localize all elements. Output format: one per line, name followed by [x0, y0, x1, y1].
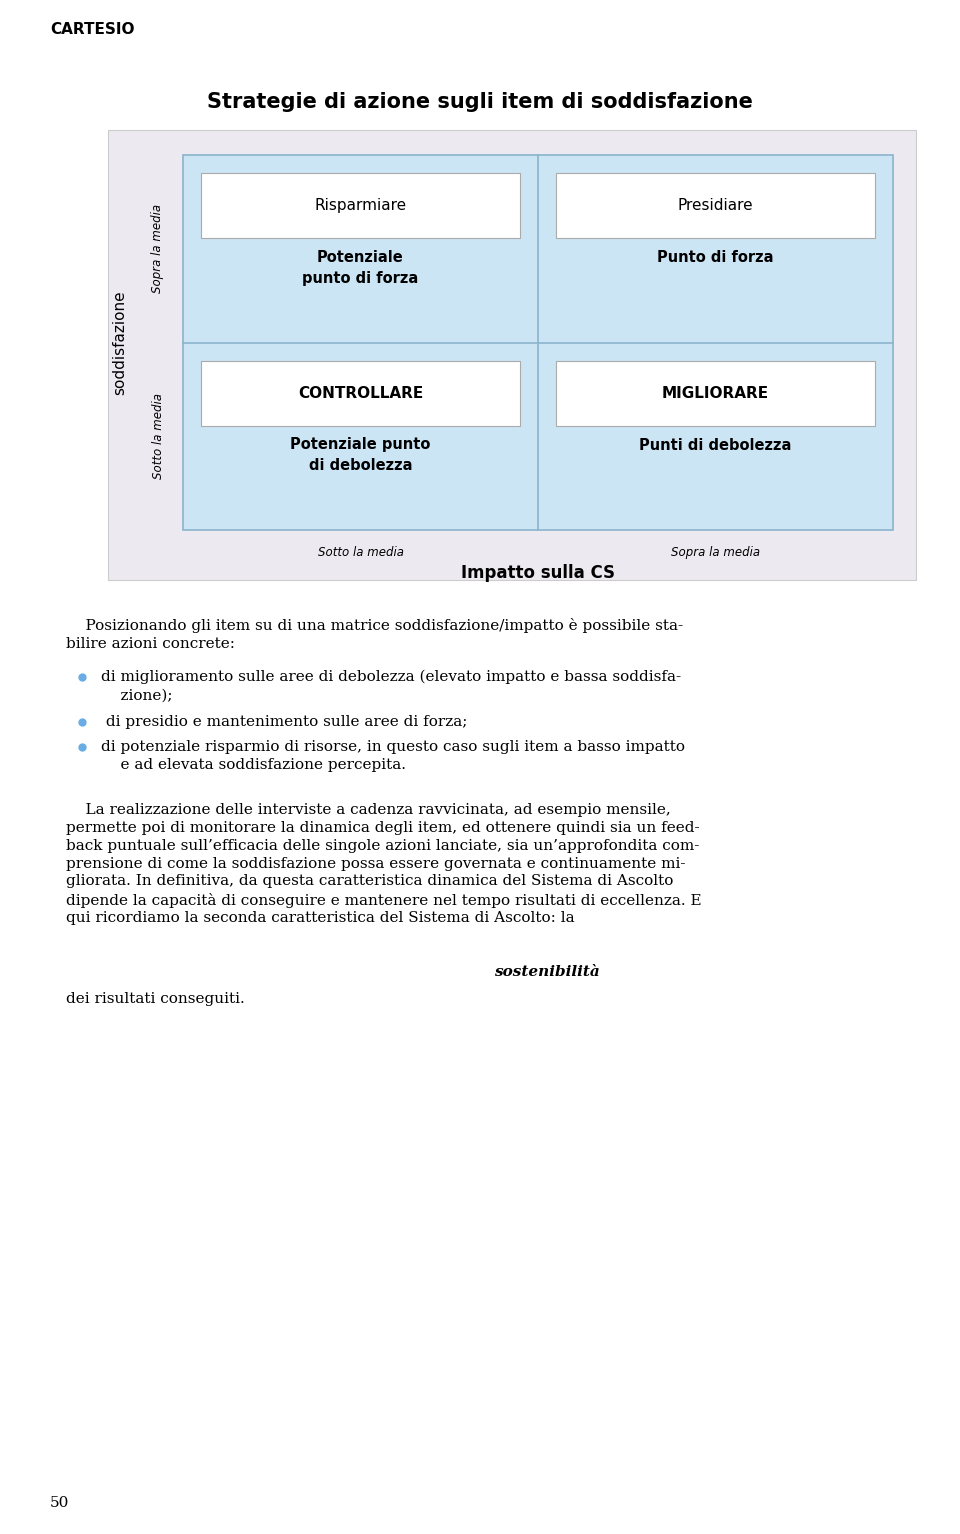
Bar	[556, 360, 875, 425]
Text: Strategie di azione sugli item di soddisfazione: Strategie di azione sugli item di soddis…	[207, 92, 753, 112]
Text: Punto di forza: Punto di forza	[658, 250, 774, 265]
Text: CARTESIO: CARTESIO	[50, 21, 134, 37]
Bar	[108, 130, 916, 580]
Text: MIGLIORARE: MIGLIORARE	[662, 385, 769, 400]
Bar	[556, 173, 875, 238]
Text: Potenziale punto
di debolezza: Potenziale punto di debolezza	[290, 437, 431, 474]
Text: Sotto la media: Sotto la media	[318, 546, 403, 558]
Text: Potenziale
punto di forza: Potenziale punto di forza	[302, 250, 419, 285]
Text: di presidio e mantenimento sulle aree di forza;: di presidio e mantenimento sulle aree di…	[101, 715, 468, 729]
Text: Risparmiare: Risparmiare	[315, 198, 407, 213]
Text: Punti di debolezza: Punti di debolezza	[639, 437, 792, 453]
Text: CONTROLLARE: CONTROLLARE	[298, 385, 423, 400]
Text: Presidiare: Presidiare	[678, 198, 754, 213]
Text: Sopra la media: Sopra la media	[152, 204, 164, 293]
Text: di miglioramento sulle aree di debolezza (elevato impatto e bassa soddisfa-
    : di miglioramento sulle aree di debolezza…	[101, 670, 682, 703]
Text: 50: 50	[50, 1496, 69, 1509]
Bar	[201, 173, 520, 238]
Text: sostenibilità: sostenibilità	[494, 965, 600, 979]
Bar	[183, 155, 893, 531]
Text: Sopra la media: Sopra la media	[671, 546, 760, 558]
Text: di potenziale risparmio di risorse, in questo caso sugli item a basso impatto
  : di potenziale risparmio di risorse, in q…	[101, 739, 685, 772]
Text: Impatto sulla CS: Impatto sulla CS	[461, 565, 615, 581]
Bar	[201, 360, 520, 425]
Text: soddisfazione: soddisfazione	[112, 290, 128, 394]
Text: Posizionando gli item su di una matrice soddisfazione/impatto è possibile sta-
b: Posizionando gli item su di una matrice …	[66, 618, 684, 650]
Text: La realizzazione delle interviste a cadenza ravvicinata, ad esempio mensile,
per: La realizzazione delle interviste a cade…	[66, 802, 702, 925]
Text: Sotto la media: Sotto la media	[152, 393, 164, 479]
Text: dei risultati conseguiti.: dei risultati conseguiti.	[66, 992, 245, 1006]
